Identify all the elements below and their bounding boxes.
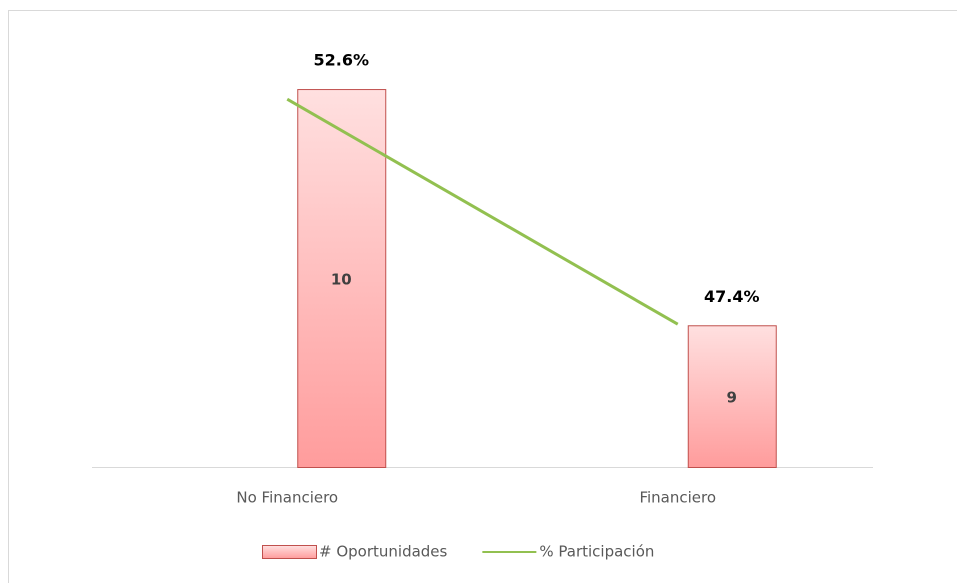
x-tick-label: No Financiero xyxy=(236,489,338,507)
legend-swatch xyxy=(262,545,317,559)
legend-label: # Oportunidades xyxy=(319,543,448,561)
bar-value-label: 9 xyxy=(727,389,737,407)
chart-border xyxy=(8,10,957,583)
legend-label: % Participación xyxy=(539,543,654,561)
line-value-label: 47.4% xyxy=(704,287,760,306)
bar-value-label: 10 xyxy=(331,271,352,289)
bar xyxy=(687,325,777,468)
line xyxy=(286,97,679,326)
line-value-label: 52.6% xyxy=(313,51,369,70)
x-tick-label: Financiero xyxy=(639,489,716,507)
bar xyxy=(297,89,387,469)
